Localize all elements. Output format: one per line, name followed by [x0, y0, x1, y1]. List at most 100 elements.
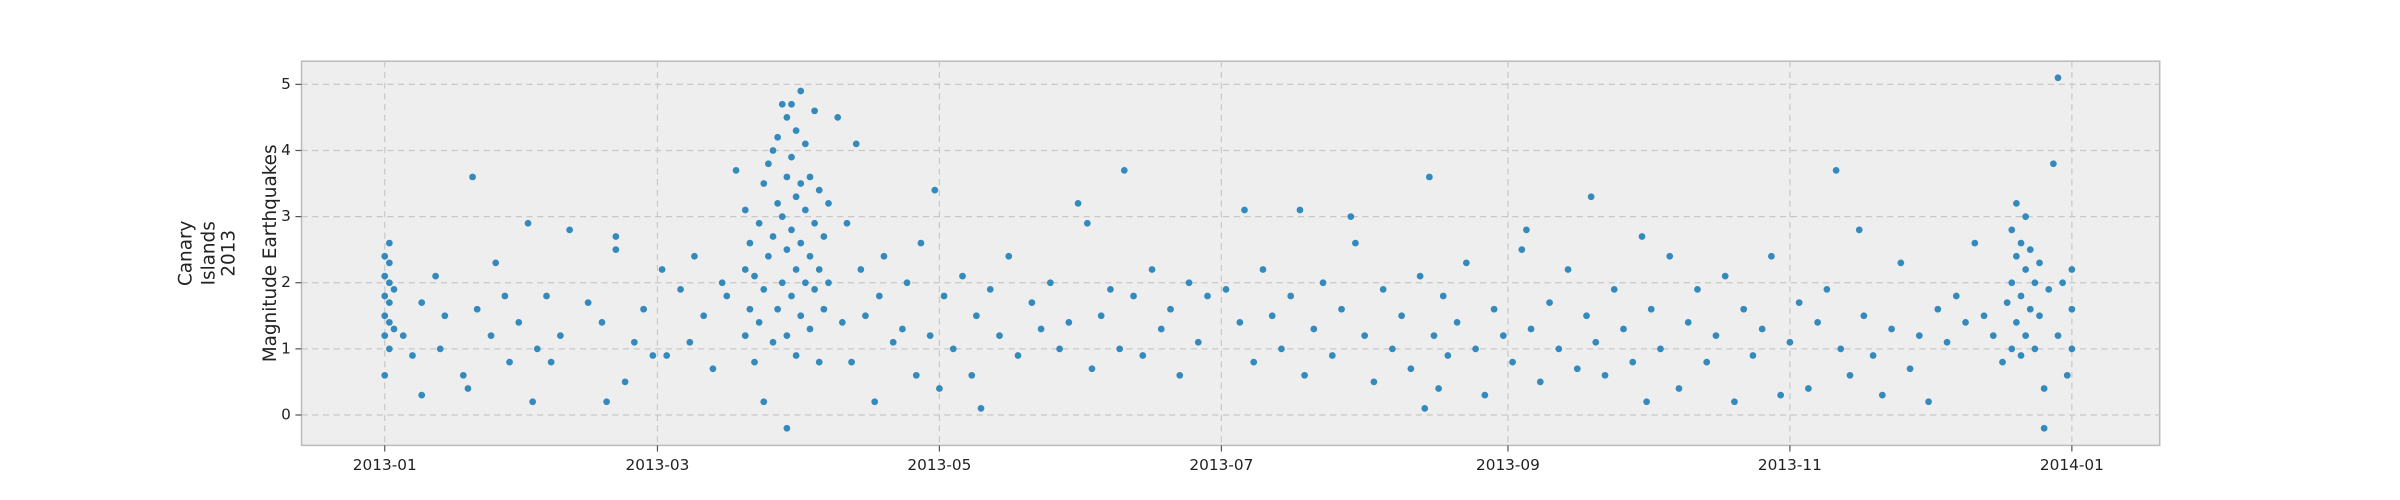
point [1527, 325, 1535, 333]
point [838, 319, 846, 326]
point [1148, 266, 1156, 273]
point [1107, 285, 1114, 293]
point [677, 285, 684, 293]
point [792, 266, 800, 273]
point [1241, 206, 1248, 214]
point [598, 319, 606, 326]
point [797, 87, 805, 95]
point [977, 405, 985, 412]
point [1338, 305, 1345, 313]
point [1846, 371, 1854, 379]
point [848, 358, 855, 366]
y-tick-label: 3 [281, 207, 291, 225]
point [774, 133, 781, 141]
point [2040, 385, 2048, 392]
point [783, 246, 791, 254]
point [1703, 358, 1711, 366]
point [1083, 219, 1091, 227]
point [769, 338, 777, 346]
point [663, 352, 671, 359]
point [811, 219, 818, 227]
point [1601, 371, 1609, 379]
point [769, 233, 777, 240]
point [1236, 319, 1244, 326]
point [1643, 398, 1650, 406]
point [751, 358, 758, 366]
point [811, 107, 818, 115]
point [1629, 358, 1637, 366]
point [385, 279, 393, 287]
point [783, 424, 791, 432]
point [1768, 252, 1775, 260]
point [732, 166, 740, 174]
point [1915, 332, 1923, 340]
point [557, 332, 564, 340]
point [778, 279, 786, 287]
y-tick-label: 5 [281, 75, 291, 93]
point [1952, 292, 1960, 300]
point [1897, 259, 1905, 267]
point [843, 219, 851, 227]
point [1370, 378, 1378, 386]
point [806, 325, 814, 333]
point [1675, 385, 1683, 392]
point [1610, 285, 1618, 293]
point [875, 292, 883, 300]
y-tick-label: 2 [281, 273, 291, 291]
point [1490, 305, 1498, 313]
point [2054, 332, 2062, 340]
x-tick-label: 2013-11 [1758, 456, 1822, 474]
point [2017, 292, 2025, 300]
point [852, 140, 860, 148]
point [1832, 166, 1840, 174]
point [432, 272, 439, 280]
point [2022, 266, 2030, 273]
point [385, 259, 393, 267]
point [862, 312, 869, 320]
point [381, 371, 389, 379]
point [418, 391, 426, 399]
point [1379, 285, 1387, 293]
point [815, 358, 823, 366]
point [1120, 166, 1128, 174]
point [1185, 279, 1193, 287]
point [2068, 266, 2076, 273]
y-axis-label: Magnitude Earthquakes [260, 144, 281, 362]
point [1005, 252, 1013, 260]
point [2008, 345, 2016, 353]
point [778, 100, 786, 108]
point [612, 246, 620, 254]
point [746, 239, 754, 247]
point [986, 285, 994, 293]
point [1250, 358, 1258, 366]
point [603, 398, 610, 406]
point [612, 233, 620, 240]
point [1878, 391, 1886, 399]
point [1777, 391, 1785, 399]
point [1435, 385, 1442, 392]
point [741, 266, 749, 273]
point [741, 332, 749, 340]
point [931, 186, 939, 194]
point [399, 332, 407, 340]
point [801, 140, 809, 148]
point [1925, 398, 1932, 406]
point [2008, 279, 2016, 287]
point [1439, 292, 1447, 300]
point [2059, 279, 2066, 287]
point [1587, 193, 1595, 201]
point [1805, 385, 1812, 392]
point [746, 305, 754, 313]
point [2040, 424, 2048, 432]
point [1749, 352, 1757, 359]
point [996, 332, 1003, 340]
y-axis-label: Canary [176, 220, 197, 286]
point [788, 100, 795, 108]
point [473, 305, 481, 313]
point [1758, 325, 1766, 333]
point [436, 345, 444, 353]
point [2017, 352, 2025, 359]
point [1287, 292, 1295, 300]
point [788, 153, 795, 161]
point [1694, 285, 1701, 293]
